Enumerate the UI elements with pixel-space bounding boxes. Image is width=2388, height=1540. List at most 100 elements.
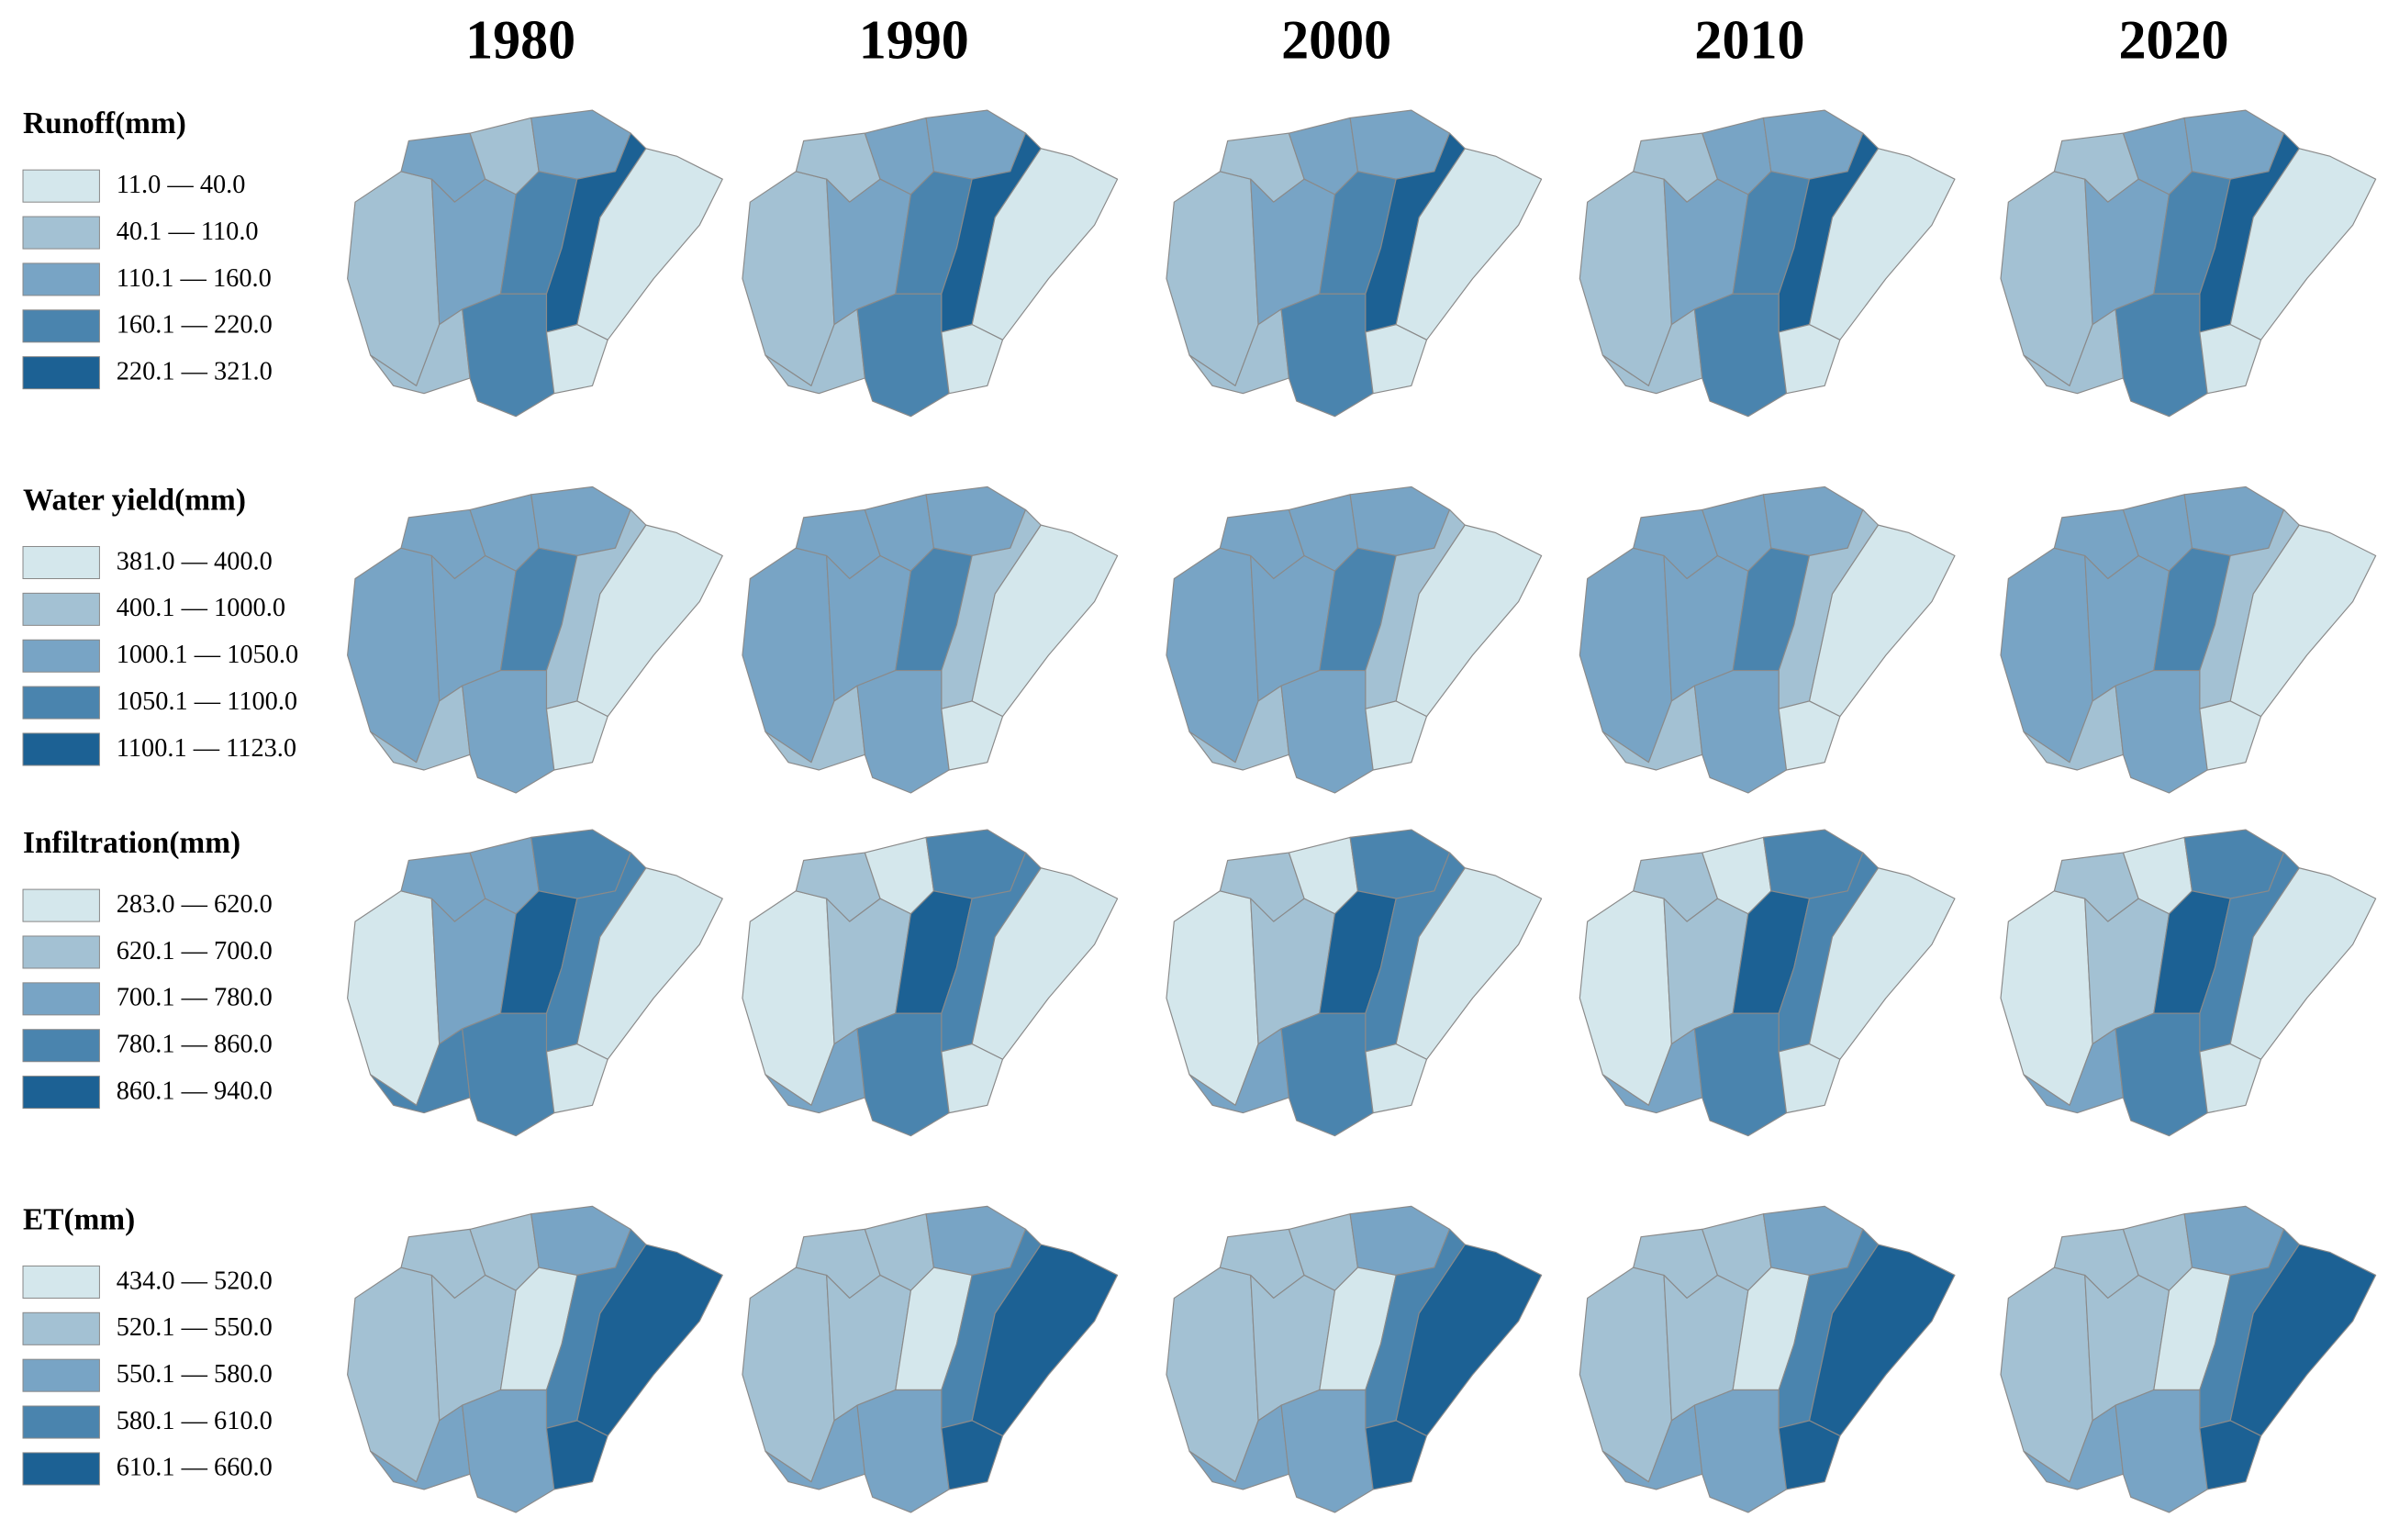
map-region <box>971 524 1119 718</box>
map <box>742 109 1119 418</box>
map-region <box>1579 547 1672 764</box>
map-region <box>1693 293 1788 418</box>
legend-label: 160.1 — 220.0 <box>117 311 273 340</box>
map-region <box>1579 890 1672 1106</box>
legend-swatch <box>22 592 100 626</box>
legend-label: 1000.1 — 1050.0 <box>117 641 298 669</box>
legend-label: 580.1 — 610.0 <box>117 1407 273 1435</box>
map-region <box>545 1043 608 1114</box>
map-region <box>856 1012 950 1137</box>
legend-label: 11.0 — 40.0 <box>117 171 246 199</box>
map-region <box>925 1205 1027 1277</box>
map <box>742 485 1119 794</box>
legend-swatch <box>22 309 100 343</box>
legend-swatch <box>22 1311 100 1345</box>
map-region <box>2115 1389 2208 1513</box>
map-region <box>856 669 950 794</box>
map-region <box>1365 324 1428 395</box>
map-region <box>576 1244 723 1437</box>
map-region <box>2000 547 2093 764</box>
map-region <box>856 293 950 418</box>
map-region <box>530 1205 631 1277</box>
legend-swatch <box>22 1265 100 1299</box>
map-region <box>530 485 631 557</box>
map <box>1579 109 1956 418</box>
column-year: 2000 <box>1281 8 1391 70</box>
map-region <box>925 485 1027 557</box>
map-region <box>742 890 835 1106</box>
map-region <box>1762 829 1864 899</box>
legend-label: 520.1 — 550.0 <box>117 1313 273 1342</box>
map-region <box>530 829 631 899</box>
map-region <box>941 324 1004 395</box>
map-region <box>971 867 1119 1060</box>
legend-label: 40.1 — 110.0 <box>117 218 259 246</box>
map-region <box>1280 293 1374 418</box>
map <box>742 829 1119 1137</box>
map-region <box>545 324 608 395</box>
map <box>347 829 723 1137</box>
map-region <box>925 829 1027 899</box>
column-year: 2020 <box>2118 8 2228 70</box>
legend-swatch <box>22 888 100 922</box>
legend-label: 780.1 — 860.0 <box>117 1031 273 1059</box>
legend-swatch <box>22 262 100 296</box>
map-region <box>856 1389 950 1513</box>
map-region <box>1579 171 1672 386</box>
map-region <box>1349 1205 1451 1277</box>
legend-swatch <box>22 545 100 580</box>
map-region <box>2183 109 2285 180</box>
legend-label: 434.0 — 520.0 <box>117 1267 273 1295</box>
map-region <box>1808 1244 1956 1437</box>
map <box>1166 109 1543 418</box>
legend-label: 610.1 — 660.0 <box>117 1454 273 1482</box>
column-year: 1990 <box>859 8 969 70</box>
map-region <box>545 1420 608 1490</box>
map-region <box>2229 148 2377 340</box>
map-region <box>462 1389 555 1513</box>
map-region <box>1166 547 1259 764</box>
legend-title: Infiltration(mm) <box>23 826 240 860</box>
legend-swatch <box>22 216 100 250</box>
legend-swatch <box>22 732 100 766</box>
map-region <box>1808 524 1956 718</box>
map-region <box>1579 1267 1672 1483</box>
map-region <box>1778 1420 1841 1490</box>
column-year: 2010 <box>1694 8 1804 70</box>
map-region <box>941 700 1004 771</box>
map <box>742 1205 1119 1513</box>
map-region <box>1762 109 1864 180</box>
legend-label: 283.0 — 620.0 <box>117 890 273 919</box>
legend-swatch <box>22 1452 100 1486</box>
map-region <box>1349 109 1451 180</box>
map <box>1579 1205 1956 1513</box>
map-region <box>545 700 608 771</box>
map-region <box>347 1267 441 1483</box>
map-region <box>2000 171 2093 386</box>
map-region <box>1808 148 1956 340</box>
legend-swatch <box>22 1029 100 1063</box>
legend-swatch <box>22 1405 100 1439</box>
map-region <box>576 524 723 718</box>
map-region <box>1280 1012 1374 1137</box>
map-region <box>2229 867 2377 1060</box>
map-region <box>347 547 441 764</box>
map <box>347 1205 723 1513</box>
map-region <box>971 1244 1119 1437</box>
map-region <box>941 1420 1004 1490</box>
map-region <box>576 148 723 340</box>
map-region <box>1395 1244 1543 1437</box>
map-region <box>1693 669 1788 794</box>
map-region <box>742 171 835 386</box>
map-region <box>2199 700 2262 771</box>
map <box>1166 1205 1543 1513</box>
map <box>1579 829 1956 1137</box>
map-region <box>462 293 555 418</box>
map-region <box>2000 1267 2093 1483</box>
legend-title: Water yield(mm) <box>23 483 246 517</box>
map-region <box>2199 324 2262 395</box>
legend-swatch <box>22 982 100 1016</box>
map-region <box>347 890 441 1106</box>
map-region <box>1395 524 1543 718</box>
